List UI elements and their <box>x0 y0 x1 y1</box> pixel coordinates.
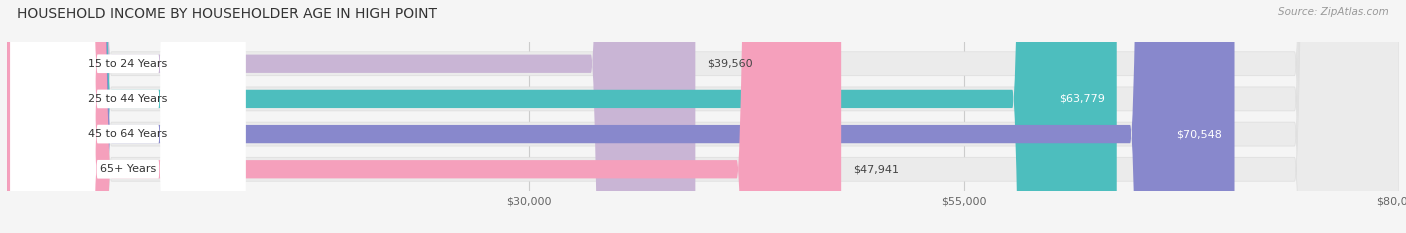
FancyBboxPatch shape <box>10 0 246 233</box>
FancyBboxPatch shape <box>10 0 246 233</box>
Text: $63,779: $63,779 <box>1059 94 1105 104</box>
FancyBboxPatch shape <box>7 0 841 233</box>
Text: Source: ZipAtlas.com: Source: ZipAtlas.com <box>1278 7 1389 17</box>
FancyBboxPatch shape <box>7 0 1399 233</box>
Text: HOUSEHOLD INCOME BY HOUSEHOLDER AGE IN HIGH POINT: HOUSEHOLD INCOME BY HOUSEHOLDER AGE IN H… <box>17 7 437 21</box>
FancyBboxPatch shape <box>7 0 696 233</box>
Text: 25 to 44 Years: 25 to 44 Years <box>89 94 167 104</box>
FancyBboxPatch shape <box>7 0 1399 233</box>
Text: $70,548: $70,548 <box>1177 129 1222 139</box>
Text: 45 to 64 Years: 45 to 64 Years <box>89 129 167 139</box>
Text: $47,941: $47,941 <box>853 164 900 174</box>
Text: 65+ Years: 65+ Years <box>100 164 156 174</box>
Text: $39,560: $39,560 <box>707 59 754 69</box>
FancyBboxPatch shape <box>7 0 1399 233</box>
FancyBboxPatch shape <box>7 0 1234 233</box>
FancyBboxPatch shape <box>10 0 246 233</box>
Text: 15 to 24 Years: 15 to 24 Years <box>89 59 167 69</box>
FancyBboxPatch shape <box>10 0 246 233</box>
FancyBboxPatch shape <box>7 0 1399 233</box>
FancyBboxPatch shape <box>7 0 1116 233</box>
